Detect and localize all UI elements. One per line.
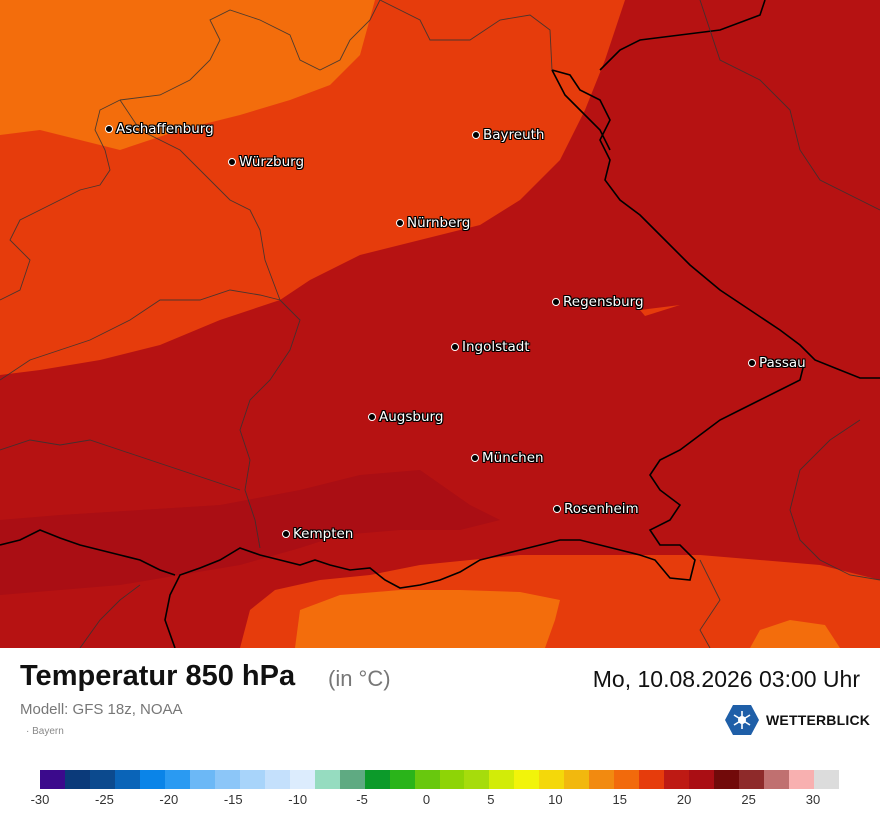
scale-swatch — [539, 770, 565, 789]
city-label: Passau — [759, 355, 806, 371]
city-label: Nürnberg — [407, 215, 471, 231]
scale-swatch — [439, 770, 465, 789]
city-marker-münchen: München — [471, 450, 544, 466]
scale-swatch — [289, 770, 315, 789]
scale-tick-label: -20 — [159, 792, 179, 807]
state-borders — [0, 0, 880, 648]
city-dot-icon — [228, 158, 236, 166]
scale-swatch — [89, 770, 115, 789]
snowflake-sun-icon — [725, 705, 759, 735]
city-dot-icon — [748, 359, 756, 367]
scale-swatch — [364, 770, 390, 789]
scale-swatch — [189, 770, 215, 789]
city-label: Bayreuth — [483, 127, 545, 143]
city-marker-augsburg: Augsburg — [368, 409, 443, 425]
city-dot-icon — [282, 530, 290, 538]
city-marker-passau: Passau — [748, 355, 806, 371]
scale-swatch — [514, 770, 540, 789]
city-label: Augsburg — [379, 409, 444, 425]
scale-swatch — [64, 770, 90, 789]
map-canvas — [0, 0, 880, 648]
scale-tick-label: 20 — [676, 792, 692, 807]
unit-label: (in °C) — [328, 666, 391, 691]
scale-tick-label: 5 — [487, 792, 495, 807]
scale-swatch — [789, 770, 815, 789]
brand-name: WETTERBLICK — [766, 712, 871, 728]
city-label: Würzburg — [239, 154, 305, 170]
city-marker-würzburg: Würzburg — [228, 154, 304, 170]
city-label: München — [482, 450, 544, 466]
city-dot-icon — [396, 219, 404, 227]
city-marker-nürnberg: Nürnberg — [396, 215, 470, 231]
scale-tick-label: 10 — [548, 792, 563, 807]
scale-swatch — [40, 770, 65, 789]
scale-swatch — [689, 770, 715, 789]
city-label: Ingolstadt — [462, 339, 530, 355]
scale-swatch — [714, 770, 740, 789]
city-label: Kempten — [293, 526, 354, 542]
wetterblick-logo: WETTERBLICK — [724, 704, 870, 736]
temperature-map: Aschaffenburg Würzburg Bayreuth Nürnberg Reg… — [0, 0, 880, 648]
temp-band-15-south — [295, 590, 560, 648]
scale-swatch — [114, 770, 140, 789]
scale-swatch — [314, 770, 340, 789]
scale-swatch — [564, 770, 590, 789]
scale-swatch — [739, 770, 765, 789]
city-label: Rosenheim — [564, 501, 639, 517]
city-marker-ingolstadt: Ingolstadt — [451, 339, 530, 355]
city-marker-bayreuth: Bayreuth — [472, 127, 545, 143]
temp-band-15 — [0, 0, 375, 150]
city-dot-icon — [368, 413, 376, 421]
scale-swatch — [814, 770, 839, 789]
scale-swatch — [614, 770, 640, 789]
city-marker-rosenheim: Rosenheim — [553, 501, 639, 517]
region-label: Bayern — [26, 726, 64, 737]
scale-swatch — [239, 770, 265, 789]
scale-tick-label: -15 — [223, 792, 243, 807]
temp-band-21 — [0, 470, 500, 595]
scale-swatch — [414, 770, 440, 789]
map-title: Temperatur 850 hPa — [20, 660, 296, 692]
city-dot-icon — [552, 298, 560, 306]
city-dot-icon — [472, 131, 480, 139]
scale-swatch — [589, 770, 615, 789]
scale-tick-label: 30 — [805, 792, 821, 807]
scale-tick-label: -5 — [356, 792, 368, 807]
country-borders — [0, 0, 880, 648]
scale-swatch — [389, 770, 415, 789]
scale-tick-label: 0 — [422, 792, 431, 807]
city-marker-regensburg: Regensburg — [552, 294, 644, 310]
scale-swatch — [139, 770, 165, 789]
scale-swatch — [164, 770, 190, 789]
scale-swatch — [639, 770, 665, 789]
scale-tick-label: -10 — [288, 792, 308, 807]
city-marker-kempten: Kempten — [282, 526, 353, 542]
city-label: Aschaffenburg — [116, 121, 214, 137]
scale-swatch — [764, 770, 790, 789]
scale-swatch — [339, 770, 365, 789]
scale-tick-label: -30 — [30, 792, 50, 807]
scale-swatch — [214, 770, 240, 789]
scale-swatch — [464, 770, 490, 789]
city-label: Regensburg — [563, 294, 644, 310]
city-dot-icon — [451, 343, 459, 351]
color-scale-ticks: -30 -25 -20 -15 -10 -5 0 5 10 15 20 25 30 — [0, 792, 880, 808]
scale-tick-label: 25 — [741, 792, 756, 807]
scale-swatch — [264, 770, 290, 789]
info-panel: Temperatur 850 hPa (in °C) Mo, 10.08.202… — [0, 648, 880, 830]
city-marker-aschaffenburg: Aschaffenburg — [105, 121, 214, 137]
forecast-datetime: Mo, 10.08.2026 03:00 Uhr — [592, 666, 860, 692]
scale-tick-label: 15 — [612, 792, 627, 807]
model-label: Modell: GFS 18z, NOAA — [20, 701, 183, 718]
city-dot-icon — [105, 125, 113, 133]
city-dot-icon — [471, 454, 479, 462]
scale-tick-label: -25 — [95, 792, 114, 807]
color-scale — [40, 770, 839, 789]
temp-band-15-se — [750, 620, 840, 648]
temp-streak — [640, 305, 680, 316]
scale-swatch — [489, 770, 515, 789]
scale-swatch — [664, 770, 690, 789]
city-dot-icon — [553, 505, 561, 513]
